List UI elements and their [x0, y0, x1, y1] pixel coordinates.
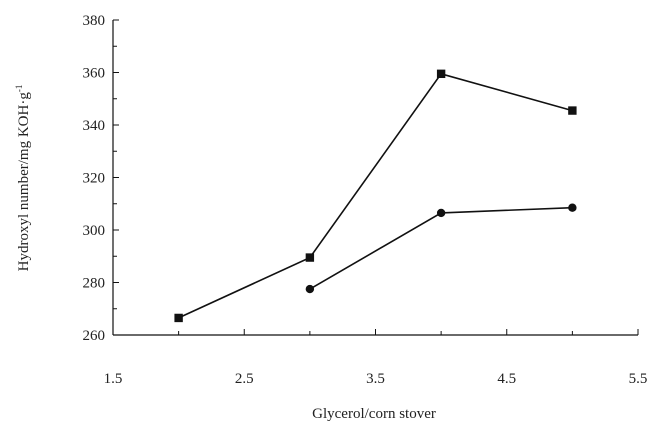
series-2-point [305, 284, 315, 294]
y-tick-label: 300 [83, 223, 106, 239]
x-tick-label: 1.5 [104, 371, 123, 387]
series-2-point [568, 203, 577, 212]
y-axis-title-superscript: -1 [14, 85, 24, 93]
series-1-point [436, 69, 446, 79]
y-tick-label: 340 [83, 118, 106, 134]
y-tick-label: 260 [83, 328, 106, 344]
y-tick-label: 360 [83, 66, 106, 82]
series-2-line [309, 206, 573, 290]
series-1-point [174, 313, 183, 323]
series-1-line [178, 72, 573, 319]
x-tick-label: 5.5 [629, 371, 648, 387]
series-1-point [305, 253, 315, 262]
axes [112, 20, 638, 336]
y-tick-label: 280 [83, 276, 106, 292]
x-tick-label: 4.5 [497, 371, 516, 387]
y-ticks: 260 280 300 320 340 360 380 [83, 13, 119, 344]
y-axis-title-main: Hydroxyl number/mg KOH·g [16, 92, 32, 272]
x-ticks: 1.5 2.5 3.5 4.5 5.5 [104, 329, 648, 387]
series-2-point [436, 208, 446, 218]
series-group [174, 69, 577, 323]
y-tick-label: 380 [83, 13, 106, 29]
y-axis-title: Hydroxyl number/mg KOH·g-1 [14, 85, 32, 272]
x-axis-title: Glycerol/corn stover [312, 406, 436, 422]
x-tick-label: 3.5 [366, 371, 385, 387]
x-tick-label: 2.5 [235, 371, 254, 387]
series-1-point [568, 106, 577, 115]
y-tick-label: 320 [83, 171, 106, 187]
